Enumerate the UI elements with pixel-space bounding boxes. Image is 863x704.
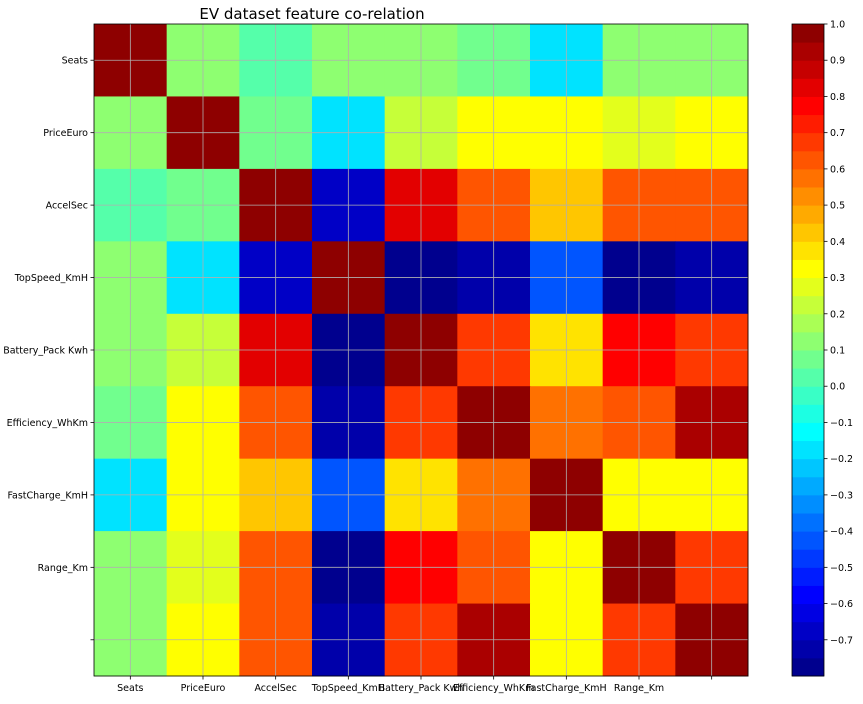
colorbar-tick-label: −0.2 <box>830 454 853 465</box>
colorbar-tick-label: 0.0 <box>830 382 845 393</box>
colorbar-tick-label: −0.6 <box>830 599 853 610</box>
y-tick-label: FastCharge_KmH <box>7 490 88 501</box>
colorbar-segment <box>792 585 824 605</box>
colorbar-segment <box>792 187 824 206</box>
colorbar-segment <box>792 295 824 315</box>
y-tick-label: Efficiency_WhKm <box>7 418 88 429</box>
colorbar-tick-label: −0.1 <box>830 418 853 429</box>
colorbar-segment <box>792 60 824 79</box>
y-tick-label: Range_Km <box>38 563 88 574</box>
colorbar-tick-label: −0.7 <box>830 635 853 646</box>
colorbar-segment <box>792 386 824 405</box>
x-axis-ticks: Seats PriceEuro AccelSec TopSpeed_KmHBatter… <box>117 676 713 694</box>
colorbar-segment <box>792 549 824 568</box>
colorbar-segment <box>792 422 824 442</box>
colorbar-tick-label: 0.2 <box>830 309 845 320</box>
colorbar-segment <box>792 168 824 188</box>
colorbar-segment <box>792 621 824 641</box>
colorbar-segment <box>792 132 824 152</box>
colorbar-segment <box>792 96 824 116</box>
colorbar-tick-label: −0.3 <box>830 490 853 501</box>
colorbar-segment <box>792 368 824 387</box>
x-tick-label: Efficiency_WhKm <box>453 683 534 694</box>
colorbar-segment <box>792 458 824 478</box>
colorbar-segment <box>792 42 824 61</box>
colorbar-segment <box>792 350 824 369</box>
colorbar-segment <box>792 657 824 677</box>
colorbar-tick-label: 0.3 <box>830 273 845 284</box>
colorbar-segment <box>792 476 824 496</box>
y-tick-label: PriceEuro <box>43 128 88 139</box>
colorbar-segment <box>792 603 824 623</box>
x-tick-label: AccelSec <box>254 683 296 694</box>
colorbar-tick-label: 0.7 <box>830 128 845 139</box>
colorbar-tick-label: −0.5 <box>830 563 853 574</box>
colorbar-segment <box>792 259 824 279</box>
colorbar-tick-label: 1.0 <box>830 20 845 31</box>
colorbar-segment <box>792 313 824 333</box>
colorbar: 1.0 0.9 0.8 0.7 0.6 0.5 0.4 0.3 0.2 0.1 0.0 −0.1 −0.… <box>791 20 853 677</box>
colorbar-segment <box>792 494 824 514</box>
colorbar-tick-label: 0.5 <box>830 201 845 212</box>
x-tick-label: TopSpeed_KmH <box>311 683 385 694</box>
x-tick-label: FastCharge_KmH <box>526 683 607 694</box>
colorbar-segment <box>792 277 824 297</box>
colorbar-segment <box>792 150 824 170</box>
y-tick-label: Seats <box>62 56 88 67</box>
colorbar-tick-label: 0.6 <box>830 164 845 175</box>
y-tick-label: Battery_Pack Kwh <box>3 346 88 357</box>
colorbar-tick-label: 0.4 <box>830 237 845 248</box>
chart-title: EV dataset feature co-relation <box>199 5 424 23</box>
colorbar-segment <box>792 24 824 43</box>
colorbar-segment <box>792 513 824 532</box>
y-tick-label: AccelSec <box>46 201 88 212</box>
colorbar-tick-label: 0.1 <box>830 346 845 357</box>
x-tick-label: Battery_Pack Kwh <box>379 683 464 694</box>
x-tick-label: Seats <box>117 683 143 694</box>
colorbar-segment <box>792 639 824 659</box>
heatmap-grid <box>94 24 748 676</box>
colorbar-segment <box>792 241 824 260</box>
colorbar-segment <box>792 404 824 423</box>
colorbar-segment <box>792 567 824 586</box>
colorbar-segment <box>792 205 824 224</box>
colorbar-segment <box>792 331 824 351</box>
colorbar-tick-label: 0.9 <box>830 56 845 67</box>
colorbar-segment <box>792 78 824 97</box>
colorbar-tick-label: 0.8 <box>830 92 845 103</box>
colorbar-segment <box>792 440 824 460</box>
y-axis-ticks: Seats PriceEuro AccelSec TopSpeed_KmH Batter… <box>3 56 94 641</box>
colorbar-segment <box>792 114 824 134</box>
y-tick-label: TopSpeed_KmH <box>14 273 88 284</box>
colorbar-segment <box>792 531 824 550</box>
x-tick-label: Range_Km <box>614 683 664 694</box>
x-tick-label: PriceEuro <box>181 683 226 694</box>
colorbar-segment <box>792 223 824 242</box>
colorbar-tick-label: −0.4 <box>830 527 853 538</box>
